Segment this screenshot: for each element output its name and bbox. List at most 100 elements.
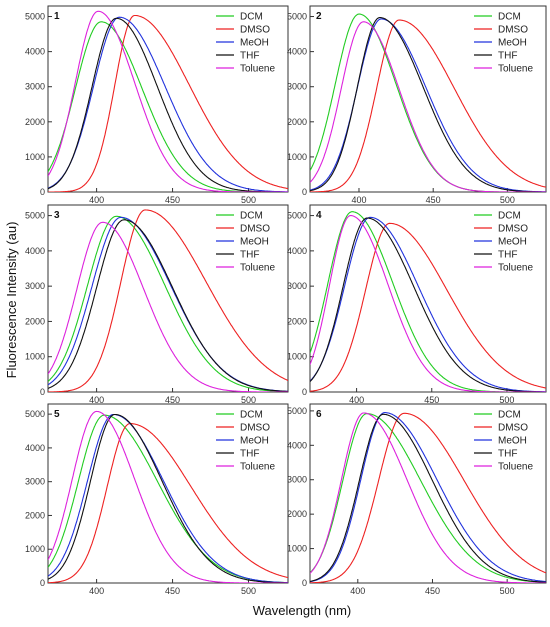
series-line-thf [310,17,546,192]
y-tick-label: 5000 [25,409,45,419]
x-tick-label: 400 [350,586,365,596]
legend-label: MeOH [498,38,527,49]
plot-frame [47,204,289,393]
series-line-dmso [310,19,546,192]
y-tick-label: 5000 [287,211,307,221]
legend-label: Toluene [240,462,275,473]
series-line-meoh [310,216,546,392]
panel-number: 3 [54,210,60,221]
x-tick-label: 450 [424,395,439,405]
x-axis-label: Wavelength (nm) [253,603,352,618]
plot-frame [47,5,289,193]
y-tick-label: 0 [302,578,307,588]
y-tick-label: 3000 [25,477,45,487]
x-tick-label: 400 [349,395,364,405]
y-tick-label: 2000 [25,510,45,520]
panel-number: 5 [54,409,60,420]
y-tick-label: 1000 [287,152,307,162]
curves [48,410,288,583]
legend-label: DCM [240,211,263,222]
y-tick-label: 4000 [287,440,307,450]
legend-label: DMSO [498,25,528,36]
series-line-toluene [310,21,546,192]
series-line-toluene [48,221,288,392]
y-tick-label: 1000 [25,544,45,554]
series-line-dmso [48,14,288,192]
y-tick-label: 5000 [25,211,45,221]
curves [310,211,546,392]
x-tick-label: 400 [89,195,104,205]
legend-label: DCM [498,12,521,23]
y-tick-label: 2000 [25,117,45,127]
y-tick-label: 3000 [287,281,307,291]
panel-4: 0 1000 2000 3000 4000 5000 400 450 500 DCM DMSO MeO… [287,204,547,405]
y-tick-label: 1000 [287,544,307,554]
x-tick-label: 400 [89,395,104,405]
curves [310,13,546,192]
series-line-meoh [310,412,546,583]
y-axis-label: Fluorescence Intensity (au) [4,222,19,379]
legend-label: MeOH [498,237,527,248]
series-line-meoh [48,16,288,192]
legend-label: MeOH [498,436,527,447]
series-line-dmso [48,209,288,392]
legend-label: Toluene [498,263,533,274]
y-tick-label: 3000 [25,82,45,92]
panel-6: 0 1000 2000 3000 4000 5000 400 450 500 DCM DMSO MeO… [287,403,547,596]
y-tick-label: 2000 [287,117,307,127]
legend-label: MeOH [240,38,269,49]
y-tick-label: 1000 [25,152,45,162]
legend-label: DMSO [240,224,270,235]
y-tick-label: 4000 [25,443,45,453]
legend-label: DCM [240,12,263,23]
plot-frame [309,5,547,193]
series-line-meoh [48,413,288,583]
curves [48,10,288,192]
plot-frame [309,403,547,584]
y-tick-label: 0 [40,387,45,397]
series-line-thf [48,219,288,392]
x-tick-label: 500 [241,195,256,205]
series-line-thf [48,17,288,192]
legend-label: THF [240,449,259,460]
x-tick-label: 500 [499,395,514,405]
y-tick-label: 2000 [25,316,45,326]
x-tick-label: 500 [500,195,515,205]
y-tick-label: 0 [302,187,307,197]
panel-number: 2 [316,11,322,22]
y-tick-label: 1000 [25,352,45,362]
legend-label: THF [240,250,259,261]
curves [310,412,546,583]
y-tick-label: 5000 [287,12,307,22]
legend-label: DMSO [498,423,528,434]
legend-label: DCM [498,211,521,222]
legend-label: Toluene [498,64,533,75]
y-tick-label: 1000 [287,352,307,362]
legend-label: DCM [240,410,263,421]
y-tick-label: 0 [302,387,307,397]
panel-3: 0 1000 2000 3000 4000 5000 400 450 500 DCM DMSO MeO… [25,204,289,405]
legend-label: DMSO [498,224,528,235]
y-tick-label: 4000 [25,246,45,256]
panel-number: 1 [54,11,60,22]
x-tick-label: 400 [89,586,104,596]
series-line-toluene [48,410,288,583]
series-line-toluene [310,412,546,583]
y-tick-label: 4000 [25,47,45,57]
series-line-dmso [310,222,546,392]
y-tick-label: 3000 [287,82,307,92]
plot-frame [47,403,289,584]
x-tick-label: 500 [241,586,256,596]
x-tick-label: 450 [165,395,180,405]
series-line-dcm [48,215,288,392]
series-line-thf [310,413,546,583]
y-tick-label: 4000 [287,246,307,256]
y-tick-label: 2000 [287,316,307,326]
x-tick-label: 450 [425,586,440,596]
legend-label: DMSO [240,25,270,36]
y-tick-label: 3000 [287,475,307,485]
series-line-toluene [310,215,546,392]
legend-label: THF [240,51,259,62]
legend-label: DCM [498,410,521,421]
